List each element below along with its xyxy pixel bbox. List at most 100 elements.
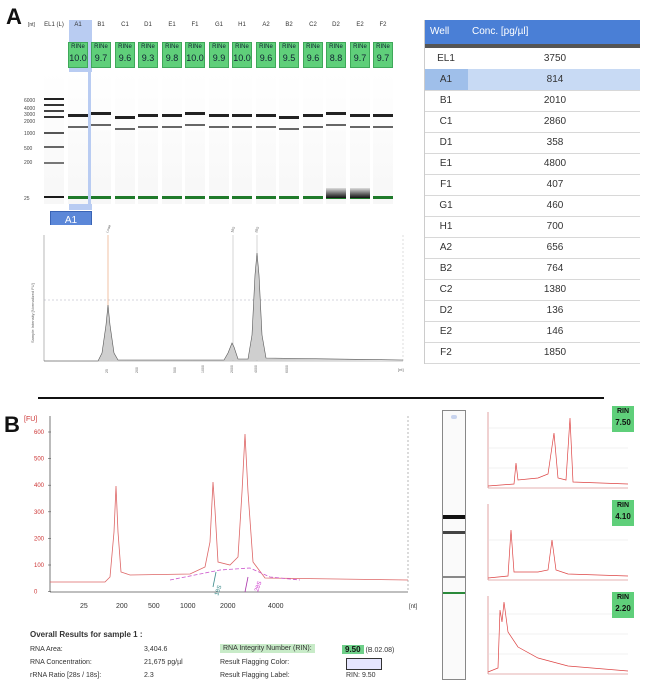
rin-badge: RINe 9.9 [209, 42, 229, 68]
gel-column-header[interactable]: B2 [285, 22, 293, 28]
rna-band [185, 124, 205, 126]
table-row[interactable]: A2 656 [424, 237, 640, 259]
table-row[interactable]: C1 2860 [424, 111, 640, 133]
table-row[interactable]: C2 1380 [424, 279, 640, 301]
rna-band [91, 124, 111, 126]
well-cell: C2 [439, 284, 453, 295]
table-row[interactable]: B2 764 [424, 258, 640, 280]
well-cell: B2 [439, 263, 453, 274]
conc-cell: 407 [546, 179, 564, 190]
y-tick-labels-b: 600 500 400 300 200 100 0 [34, 430, 51, 596]
x-tick-label: 4000 [268, 603, 284, 610]
gel-column-header[interactable]: D2 [332, 22, 340, 28]
gel-lane[interactable] [279, 72, 299, 204]
table-row[interactable]: G1 460 [424, 195, 640, 217]
gel-lane[interactable] [373, 72, 393, 204]
rna-band [232, 196, 252, 199]
annotation-18s: 18S [214, 585, 223, 597]
gel-lane[interactable] [326, 72, 346, 204]
table-header-conc[interactable]: Conc. [pg/µl] [472, 26, 529, 37]
rin-badge: RINe 9.3 [138, 42, 158, 68]
gel-lane[interactable] [162, 72, 182, 204]
x-tick-label: 6000 [285, 365, 289, 373]
gel-column-header[interactable]: B1 [97, 22, 105, 28]
gel-column-header[interactable]: G1 [214, 22, 223, 28]
gel-column-header[interactable]: E1 [168, 22, 176, 28]
table-row[interactable]: D2 136 [424, 300, 640, 322]
gel-lane[interactable] [350, 72, 370, 204]
table-row[interactable]: E1 4800 [424, 153, 640, 175]
well-cell: B1 [439, 95, 453, 106]
gel-lane[interactable] [209, 72, 229, 204]
gel-lane[interactable] [256, 72, 276, 204]
rna-band [115, 196, 135, 199]
mini-trace-3 [478, 592, 634, 682]
table-row[interactable]: F2 1850 [424, 342, 640, 364]
well-cell: D2 [439, 305, 453, 316]
table-row[interactable]: H1 700 [424, 216, 640, 238]
degradation-smear [326, 188, 346, 198]
gel-column-header[interactable]: A2 [262, 22, 270, 28]
rna-band [209, 114, 229, 117]
table-row[interactable]: E2 146 [424, 321, 640, 343]
gel-lane[interactable] [303, 72, 323, 204]
rna-band [138, 196, 158, 199]
gel-column-header[interactable]: F1 [191, 22, 199, 28]
y-tick-label: 0 [34, 590, 38, 596]
rna-band [279, 128, 299, 130]
ladder-size-label: 3000 [24, 112, 36, 118]
rna-band [256, 126, 276, 128]
ladder-size-label: 6000 [24, 98, 36, 104]
well-cell: H1 [439, 221, 453, 232]
rna-band [373, 196, 393, 199]
gel-column-header[interactable]: H1 [238, 22, 246, 28]
conc-cell: 2010 [543, 95, 567, 106]
rin-badge: RINe 9.6 [256, 42, 276, 68]
gel-column-header[interactable]: C2 [309, 22, 317, 28]
mini-trace-2 [478, 500, 634, 588]
conc-cell: 358 [546, 137, 564, 148]
rna-band [303, 126, 323, 128]
gel-column-header[interactable]: A1 [74, 22, 82, 28]
rna-band [91, 196, 111, 199]
gel-lane[interactable] [138, 72, 158, 204]
electropherogram-a: Sample Intensity [Normalized FU] Lower 18… [28, 225, 410, 377]
x-unit-b: [nt] [409, 604, 418, 610]
x-tick-label: 2000 [230, 365, 234, 373]
table-header-well[interactable]: Well [430, 26, 450, 37]
conc-cell: 3750 [543, 53, 567, 64]
rna-band [279, 116, 299, 119]
x-tick-label: 1000 [201, 365, 205, 373]
table-row[interactable]: F1 407 [424, 174, 640, 196]
table-row[interactable]: A1 814 [424, 69, 640, 91]
rna-band [326, 124, 346, 126]
well-cell: A1 [439, 74, 453, 85]
table-row[interactable]: D1 358 [424, 132, 640, 154]
rna-band [162, 196, 182, 199]
gel-column-header[interactable]: F2 [379, 22, 387, 28]
x-tick-label: 200 [135, 367, 139, 373]
table-row[interactable]: EL1 3750 [424, 48, 640, 70]
gel-lane[interactable] [91, 72, 111, 204]
gel-column-header[interactable]: C1 [121, 22, 129, 28]
gel-column-header[interactable]: E2 [356, 22, 364, 28]
rna-band [350, 114, 370, 117]
rna-conc-label: RNA Concentration: [30, 659, 92, 666]
gel-lane[interactable] [68, 72, 88, 204]
gel-column-header[interactable]: D1 [144, 22, 152, 28]
conc-cell: 136 [546, 305, 564, 316]
rna-band [256, 114, 276, 117]
well-marker [451, 415, 457, 419]
rin-badge: RINe 9.7 [373, 42, 393, 68]
well-cell: D1 [439, 137, 453, 148]
gel-lane[interactable] [44, 72, 64, 204]
conc-cell: 1380 [543, 284, 567, 295]
peak-label: 28S [254, 225, 260, 233]
gel-lane[interactable] [115, 72, 135, 204]
overall-results-title: Overall Results for sample 1 : [30, 630, 143, 639]
gel-lane[interactable] [232, 72, 252, 204]
gel-column-header[interactable]: EL1 (L) [44, 22, 64, 28]
rna-band [91, 112, 111, 115]
table-row[interactable]: B1 2010 [424, 90, 640, 112]
gel-lane[interactable] [185, 72, 205, 204]
